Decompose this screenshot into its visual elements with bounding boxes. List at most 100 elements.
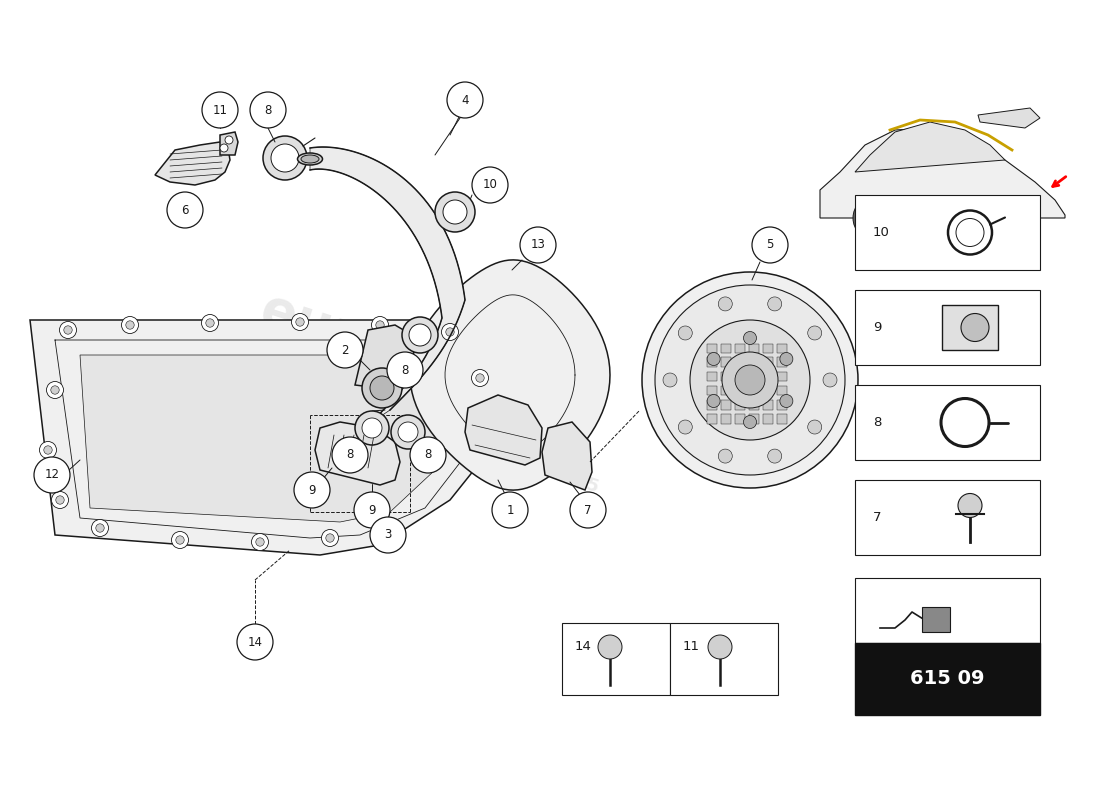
Bar bbox=[855, 480, 1040, 555]
Polygon shape bbox=[542, 422, 592, 490]
Bar bbox=[777, 414, 786, 423]
Circle shape bbox=[206, 319, 214, 327]
Circle shape bbox=[807, 420, 822, 434]
Bar bbox=[855, 385, 1040, 460]
Circle shape bbox=[441, 323, 459, 341]
Circle shape bbox=[402, 317, 438, 353]
Circle shape bbox=[472, 167, 508, 203]
Circle shape bbox=[780, 353, 793, 366]
Polygon shape bbox=[465, 395, 542, 465]
Circle shape bbox=[707, 394, 721, 407]
Bar bbox=[720, 386, 730, 395]
Circle shape bbox=[91, 519, 109, 537]
Text: 8: 8 bbox=[873, 416, 881, 429]
Circle shape bbox=[570, 492, 606, 528]
Text: 8: 8 bbox=[264, 103, 272, 117]
Circle shape bbox=[296, 318, 305, 326]
Circle shape bbox=[752, 227, 788, 263]
Polygon shape bbox=[220, 132, 238, 155]
Circle shape bbox=[398, 422, 418, 442]
Circle shape bbox=[332, 437, 368, 473]
Circle shape bbox=[443, 200, 468, 224]
Circle shape bbox=[446, 328, 454, 336]
Text: 6: 6 bbox=[182, 203, 189, 217]
Circle shape bbox=[823, 373, 837, 387]
Bar bbox=[748, 386, 759, 395]
Bar bbox=[748, 371, 759, 382]
Circle shape bbox=[744, 331, 757, 345]
Polygon shape bbox=[315, 422, 400, 485]
Bar bbox=[735, 371, 745, 382]
Bar bbox=[720, 371, 730, 382]
Circle shape bbox=[409, 324, 431, 346]
Circle shape bbox=[271, 144, 299, 172]
Polygon shape bbox=[410, 260, 610, 490]
Circle shape bbox=[326, 534, 334, 542]
Circle shape bbox=[294, 472, 330, 508]
Circle shape bbox=[263, 136, 307, 180]
Bar bbox=[762, 358, 772, 367]
Circle shape bbox=[44, 446, 52, 454]
Text: 2: 2 bbox=[341, 343, 349, 357]
Polygon shape bbox=[820, 128, 1065, 218]
Bar bbox=[748, 399, 759, 410]
Bar bbox=[748, 414, 759, 423]
Circle shape bbox=[52, 491, 68, 509]
Circle shape bbox=[434, 192, 475, 232]
Circle shape bbox=[40, 442, 56, 458]
Text: 8: 8 bbox=[425, 449, 431, 462]
Bar bbox=[735, 358, 745, 367]
Circle shape bbox=[56, 496, 64, 504]
Circle shape bbox=[201, 314, 219, 331]
Bar bbox=[562, 623, 670, 695]
Circle shape bbox=[59, 322, 77, 338]
Circle shape bbox=[447, 82, 483, 118]
Text: 1: 1 bbox=[506, 503, 514, 517]
Bar bbox=[777, 386, 786, 395]
Text: 11: 11 bbox=[683, 640, 700, 653]
Circle shape bbox=[176, 536, 184, 544]
Circle shape bbox=[679, 326, 692, 340]
Circle shape bbox=[472, 370, 488, 386]
Bar bbox=[706, 386, 716, 395]
Circle shape bbox=[520, 227, 556, 263]
Circle shape bbox=[654, 285, 845, 475]
Circle shape bbox=[768, 449, 782, 463]
Circle shape bbox=[121, 317, 139, 334]
Circle shape bbox=[492, 492, 528, 528]
Circle shape bbox=[679, 420, 692, 434]
Polygon shape bbox=[310, 147, 465, 422]
Circle shape bbox=[956, 218, 984, 246]
Circle shape bbox=[410, 437, 446, 473]
Bar bbox=[855, 195, 1040, 270]
Circle shape bbox=[370, 376, 394, 400]
Circle shape bbox=[744, 415, 757, 429]
Circle shape bbox=[362, 368, 402, 408]
Polygon shape bbox=[855, 122, 1005, 172]
Circle shape bbox=[807, 326, 822, 340]
Circle shape bbox=[940, 398, 989, 446]
Text: 14: 14 bbox=[248, 635, 263, 649]
Circle shape bbox=[202, 92, 238, 128]
Text: 3: 3 bbox=[384, 529, 392, 542]
Bar bbox=[735, 414, 745, 423]
Text: 10: 10 bbox=[873, 226, 890, 239]
Bar bbox=[777, 343, 786, 354]
Bar bbox=[762, 343, 772, 354]
Circle shape bbox=[1003, 206, 1027, 230]
Circle shape bbox=[690, 320, 810, 440]
Bar bbox=[942, 306, 998, 350]
Circle shape bbox=[256, 538, 264, 546]
Circle shape bbox=[362, 418, 382, 438]
Circle shape bbox=[372, 317, 388, 334]
Circle shape bbox=[220, 144, 228, 152]
Bar bbox=[670, 623, 778, 695]
Bar bbox=[762, 386, 772, 395]
Circle shape bbox=[34, 457, 70, 493]
Bar bbox=[735, 343, 745, 354]
Bar bbox=[720, 343, 730, 354]
Circle shape bbox=[125, 321, 134, 330]
Text: eurospares: eurospares bbox=[254, 284, 586, 436]
Bar bbox=[762, 371, 772, 382]
Bar bbox=[706, 399, 716, 410]
